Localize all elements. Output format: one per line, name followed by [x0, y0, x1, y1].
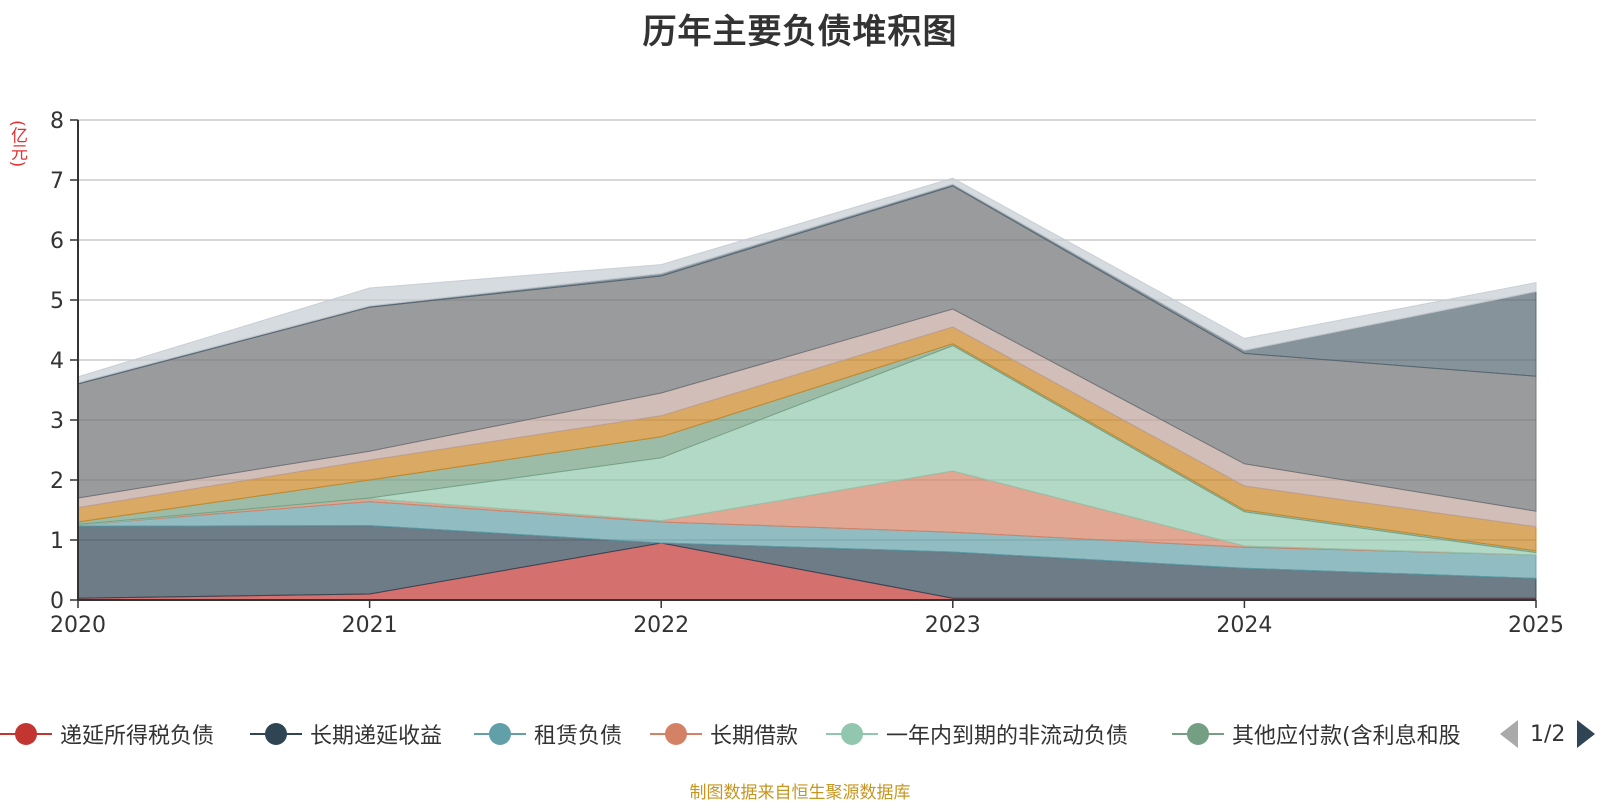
- legend-item-0[interactable]: 递延所得税负债: [0, 712, 214, 756]
- y-tick-label: 6: [50, 229, 64, 254]
- y-tick-label: 8: [50, 109, 64, 134]
- y-axis-unit: (亿元): [7, 120, 27, 168]
- chart-title: 历年主要负债堆积图: [642, 12, 958, 52]
- x-tick-label: 2023: [925, 613, 981, 638]
- legend-marker-icon: [1172, 712, 1224, 756]
- legend-pager: 1/2: [1500, 712, 1596, 756]
- legend-prev-page-icon[interactable]: [1500, 720, 1518, 748]
- legend-item-4[interactable]: 一年内到期的非流动负债: [826, 712, 1128, 756]
- x-tick-label: 2024: [1216, 613, 1272, 638]
- legend-item-3[interactable]: 长期借款: [650, 712, 798, 756]
- legend-label: 递延所得税负债: [60, 724, 215, 749]
- y-tick-label: 4: [50, 349, 64, 374]
- legend-marker-icon: [0, 712, 52, 756]
- legend-next-page-icon[interactable]: [1577, 720, 1596, 748]
- legend-item-5[interactable]: 其他应付款(含利息和股: [1172, 712, 1461, 756]
- x-tick-label: 2020: [50, 613, 106, 638]
- y-tick-label: 3: [50, 409, 64, 434]
- legend-label: 一年内到期的非流动负债: [886, 724, 1129, 749]
- legend: 递延所得税负债 长期递延收益 租赁负债 长期借款 一年内到期的非流动负债 其他应…: [0, 712, 1600, 756]
- legend-marker-icon: [250, 712, 302, 756]
- legend-label: 长期借款: [710, 724, 799, 749]
- legend-marker-icon: [826, 712, 878, 756]
- area-series-10: [77, 177, 1537, 384]
- legend-label: 租赁负债: [534, 724, 623, 749]
- legend-marker-icon: [474, 712, 526, 756]
- x-tick-label: 2021: [342, 613, 398, 638]
- legend-page-indicator: 1/2: [1530, 721, 1566, 747]
- legend-label: 其他应付款(含利息和股: [1232, 724, 1461, 749]
- y-tick-label: 0: [50, 589, 64, 614]
- y-tick-label: 2: [50, 469, 64, 494]
- legend-item-2[interactable]: 租赁负债: [474, 712, 622, 756]
- legend-marker-icon: [650, 712, 702, 756]
- legend-item-1[interactable]: 长期递延收益: [250, 712, 442, 756]
- y-tick-label: 7: [50, 169, 64, 194]
- data-source-note: 制图数据来自恒生聚源数据库: [689, 783, 911, 803]
- x-tick-label: 2022: [633, 613, 689, 638]
- y-tick-label: 5: [50, 289, 64, 314]
- y-tick-label: 1: [50, 529, 64, 554]
- legend-label: 长期递延收益: [310, 724, 443, 749]
- x-tick-label: 2025: [1508, 613, 1564, 638]
- chart-plot: 0 1 2 3 4 5 6 7 8 2020 2021 2022 2023 2024 2025: [50, 109, 1564, 638]
